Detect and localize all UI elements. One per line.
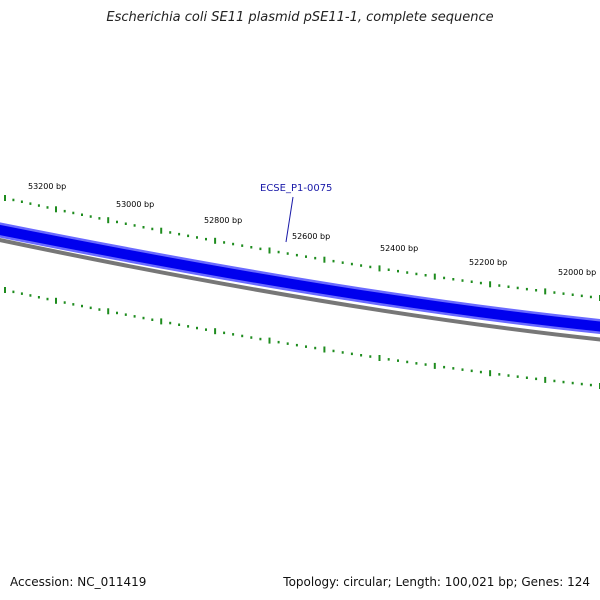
tick-label-52000: 52000 bp [558,268,596,277]
tick-label-52600: 52600 bp [292,232,330,241]
gene-band [0,224,600,332]
summary-text: Topology: circular; Length: 100,021 bp; … [283,575,590,589]
tick-label-52800: 52800 bp [204,216,242,225]
tick-label-52400: 52400 bp [380,244,418,253]
map-title: Escherichia coli SE11 plasmid pSE11-1, c… [106,10,494,25]
accession-text: Accession: NC_011419 [10,575,147,589]
inner-tick-marks [4,287,600,389]
backbone-line [0,238,600,342]
tick-label-52200: 52200 bp [469,258,507,267]
gene-label-ecse-p1-0075[interactable]: ECSE_P1-0075 [260,183,332,194]
outer-tick-marks [4,195,600,301]
gene-label-leader [285,196,294,243]
tick-label-53200: 53200 bp [28,182,66,191]
tick-label-53000: 53000 bp [116,200,154,209]
